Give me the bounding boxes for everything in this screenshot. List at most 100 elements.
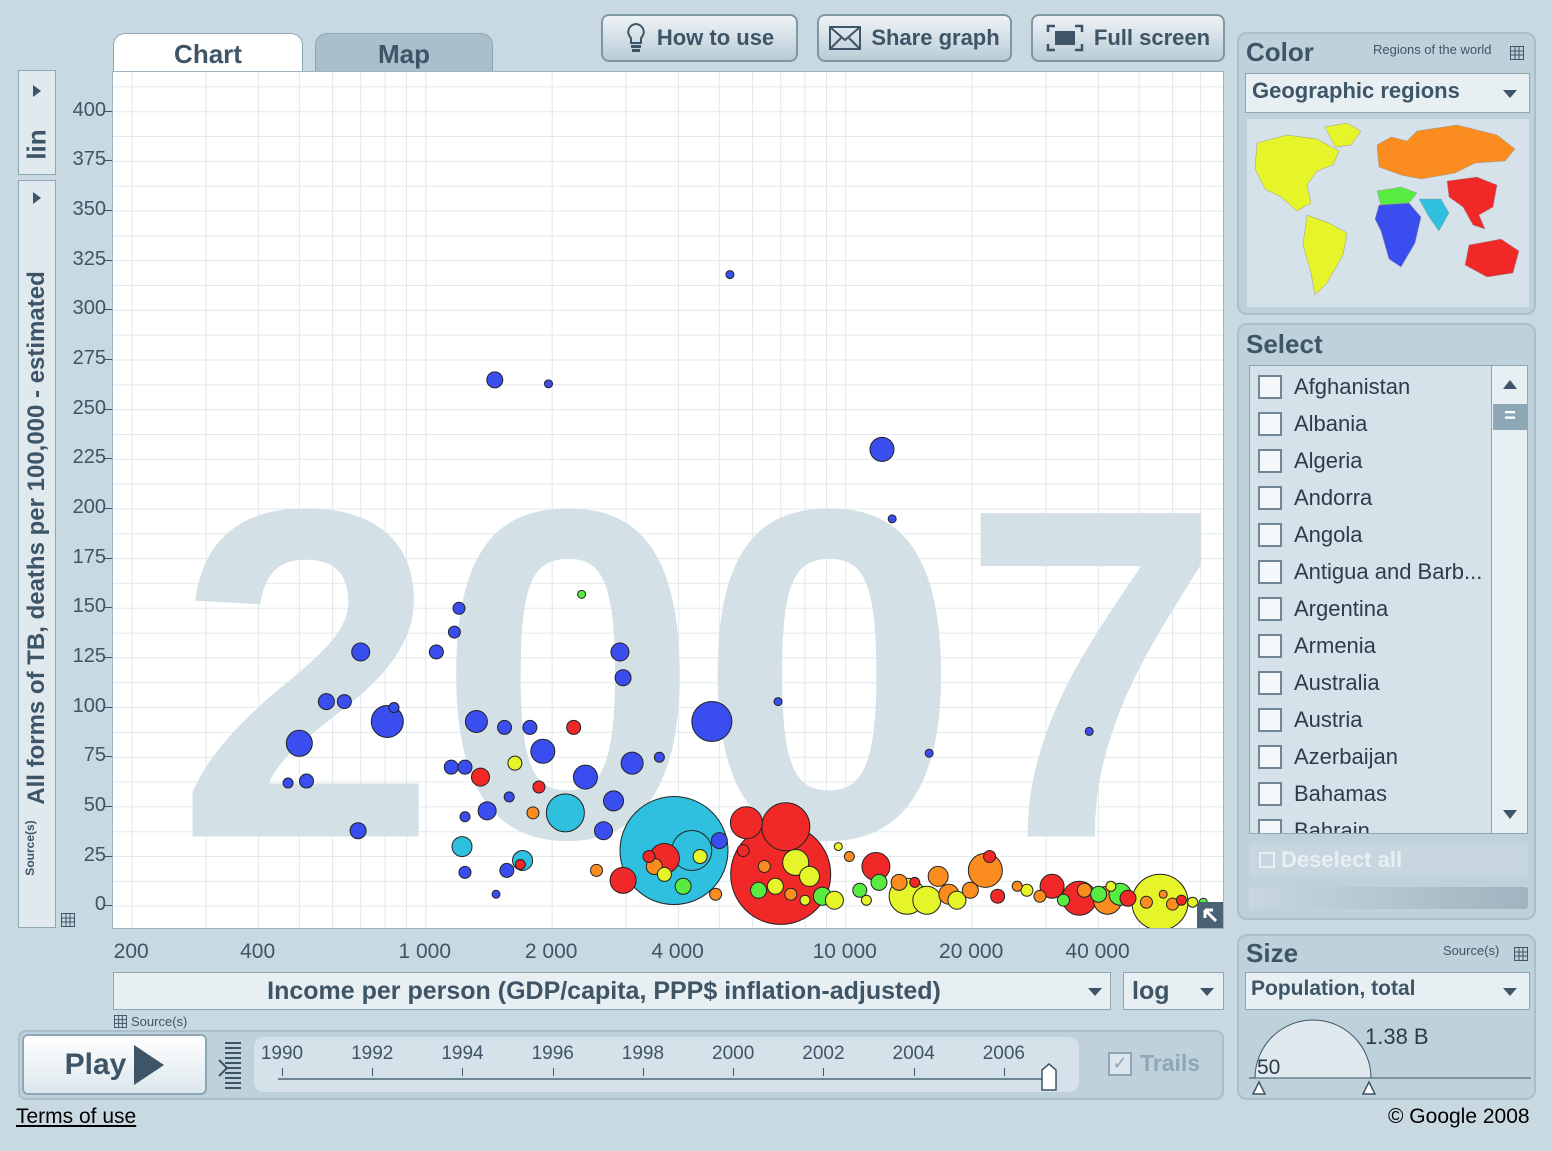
data-bubble: [459, 811, 471, 823]
checkbox-icon[interactable]: [1258, 374, 1282, 399]
checkbox-icon[interactable]: [1258, 559, 1282, 584]
data-bubble: [351, 642, 371, 662]
tab-chart[interactable]: Chart: [113, 33, 303, 71]
data-bubble: [869, 436, 895, 462]
size-min-label: 50: [1257, 1056, 1281, 1079]
share-graph-button[interactable]: Share graph: [817, 14, 1012, 62]
checkbox-icon: [1259, 852, 1275, 868]
y-axis-source[interactable]: Source(s): [23, 820, 37, 876]
x-axis-selector[interactable]: Income per person (GDP/capita, PPP$ infl…: [113, 972, 1111, 1010]
checkbox-icon[interactable]: [1258, 670, 1282, 695]
data-bubble: [499, 862, 515, 878]
tab-map[interactable]: Map: [315, 33, 493, 71]
scroll-thumb[interactable]: =: [1493, 404, 1527, 430]
terms-of-use-link[interactable]: Terms of use: [16, 1105, 137, 1128]
grid-icon[interactable]: [114, 1015, 127, 1028]
timeline-year-label: 1990: [260, 1043, 304, 1064]
data-bubble: [577, 589, 587, 599]
timeline-handle[interactable]: [1041, 1063, 1057, 1091]
envelope-icon: [829, 26, 862, 50]
checkbox-icon[interactable]: [1258, 522, 1282, 547]
color-indicator-select[interactable]: Geographic regions: [1245, 73, 1530, 113]
speed-slider-icon[interactable]: [217, 1040, 243, 1094]
scroll-up-icon[interactable]: [1503, 380, 1517, 389]
timeline-track[interactable]: [278, 1078, 1048, 1080]
x-tick-label: 2 000: [524, 940, 578, 963]
how-to-use-button[interactable]: How to use: [601, 14, 798, 62]
timeline-year-label: 2004: [892, 1043, 935, 1064]
country-list-item[interactable]: Austria: [1258, 701, 1362, 738]
checkbox-icon[interactable]: [1258, 707, 1282, 732]
country-list-item[interactable]: Armenia: [1258, 627, 1376, 664]
y-tick-mark: [105, 507, 112, 509]
data-bubble: [961, 881, 979, 899]
country-list-item[interactable]: Andorra: [1258, 479, 1372, 516]
country-name: Andorra: [1294, 484, 1373, 510]
data-bubble: [589, 863, 603, 877]
country-list-item[interactable]: Albania: [1258, 405, 1367, 442]
checkbox-icon[interactable]: [1258, 485, 1282, 510]
grid-icon[interactable]: [1510, 46, 1524, 60]
country-list-item[interactable]: Algeria: [1258, 442, 1362, 479]
data-bubble: [1119, 889, 1137, 907]
country-list-item[interactable]: Australia: [1258, 664, 1380, 701]
checkbox-icon[interactable]: [1258, 596, 1282, 621]
zoom-corner-icon[interactable]: [1197, 902, 1223, 928]
data-bubble: [349, 822, 367, 840]
play-button[interactable]: Play: [22, 1034, 207, 1095]
data-bubble: [298, 773, 314, 789]
data-bubble: [610, 642, 630, 662]
selection-opacity-slider[interactable]: [1249, 887, 1528, 909]
data-bubble: [890, 873, 908, 891]
scroll-down-icon[interactable]: [1503, 810, 1517, 819]
country-list-item[interactable]: Argentina: [1258, 590, 1388, 627]
timeline-year-label: 2000: [712, 1043, 755, 1064]
checkbox-icon[interactable]: [1258, 744, 1282, 769]
copyright: © Google 2008: [1388, 1105, 1530, 1128]
y-tick-label: 300: [72, 297, 106, 320]
bubble-chart[interactable]: 2007: [113, 72, 1224, 929]
data-bubble: [452, 601, 466, 615]
chart-plot-area[interactable]: 2007: [112, 71, 1224, 929]
y-tick-mark: [105, 656, 112, 658]
data-bubble: [709, 887, 723, 901]
y-tick-mark: [105, 458, 112, 460]
data-bubble: [1011, 880, 1023, 892]
x-tick-label: 40 000: [1065, 940, 1130, 963]
data-bubble: [458, 865, 472, 879]
data-bubble: [750, 881, 768, 899]
size-panel-source[interactable]: Source(s): [1443, 943, 1500, 958]
checkbox-icon[interactable]: [1258, 781, 1282, 806]
country-list-item[interactable]: Bahrain: [1258, 812, 1370, 833]
data-bubble: [486, 371, 504, 389]
chevron-down-icon: [1503, 988, 1517, 996]
checkbox-icon[interactable]: [1258, 633, 1282, 658]
data-bubble: [1105, 880, 1117, 892]
world-map-legend[interactable]: [1247, 119, 1529, 307]
size-indicator-select[interactable]: Population, total: [1245, 972, 1530, 1010]
chevron-down-icon: [1503, 90, 1517, 98]
trails-checkbox[interactable]: ✓ Trails: [1108, 1050, 1200, 1077]
country-list-item[interactable]: Antigua and Barb...: [1258, 553, 1482, 590]
y-scale-selector[interactable]: lin: [18, 70, 56, 175]
checkbox-icon[interactable]: [1258, 411, 1282, 436]
data-bubble: [491, 889, 501, 899]
country-list-item[interactable]: Afghanistan: [1258, 368, 1410, 405]
checkbox-icon[interactable]: [1258, 818, 1282, 833]
y-axis-selector[interactable]: All forms of TB, deaths per 100,000 - es…: [18, 180, 75, 928]
country-list-item[interactable]: Azerbaijan: [1258, 738, 1398, 775]
country-list[interactable]: Afghanistan Albania Algeria Andorra Angola An…: [1249, 365, 1528, 834]
full-screen-button[interactable]: Full screen: [1031, 14, 1225, 62]
timeline-track-area[interactable]: [254, 1037, 1079, 1092]
data-bubble: [530, 738, 556, 764]
deselect-all-button[interactable]: Deselect all: [1249, 843, 1528, 877]
x-scale-selector[interactable]: log: [1123, 972, 1224, 1010]
country-list-item[interactable]: Angola: [1258, 516, 1363, 553]
checkbox-icon[interactable]: [1258, 448, 1282, 473]
list-scrollbar[interactable]: =: [1491, 366, 1527, 833]
grid-icon[interactable]: [1514, 947, 1528, 961]
y-tick-mark: [105, 210, 112, 212]
country-list-item[interactable]: Bahamas: [1258, 775, 1387, 812]
x-axis-source[interactable]: Source(s): [131, 1014, 188, 1029]
grid-icon[interactable]: [61, 913, 75, 927]
